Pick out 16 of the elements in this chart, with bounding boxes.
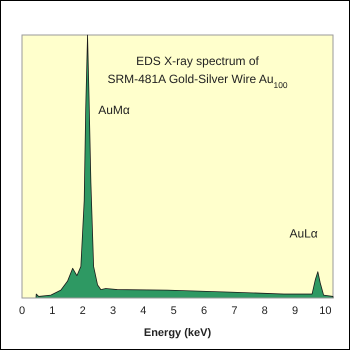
- x-tick-label: 1: [49, 304, 56, 317]
- x-tick-label: 7: [231, 304, 238, 317]
- annotation: AuLα: [289, 226, 318, 241]
- x-tick-label: 3: [110, 304, 116, 317]
- x-tick-label: 5: [170, 304, 177, 317]
- x-tick-label: 8: [262, 304, 268, 317]
- text: EDS X-ray spectrum of: [136, 54, 260, 68]
- text: SRM-481A Gold-Silver Wire Au$_{100}$: [107, 72, 288, 90]
- x-axis-title: Energy (keV): [144, 327, 212, 339]
- x-tick-label: 9: [292, 304, 298, 317]
- annotation: AuMα: [98, 102, 130, 117]
- x-tick-label: 4: [140, 304, 146, 317]
- x-tick-label: 6: [200, 304, 208, 317]
- x-tick-label: 0: [18, 304, 26, 317]
- x-tick-label: 2: [80, 304, 86, 317]
- x-tick-label: 10: [319, 304, 332, 317]
